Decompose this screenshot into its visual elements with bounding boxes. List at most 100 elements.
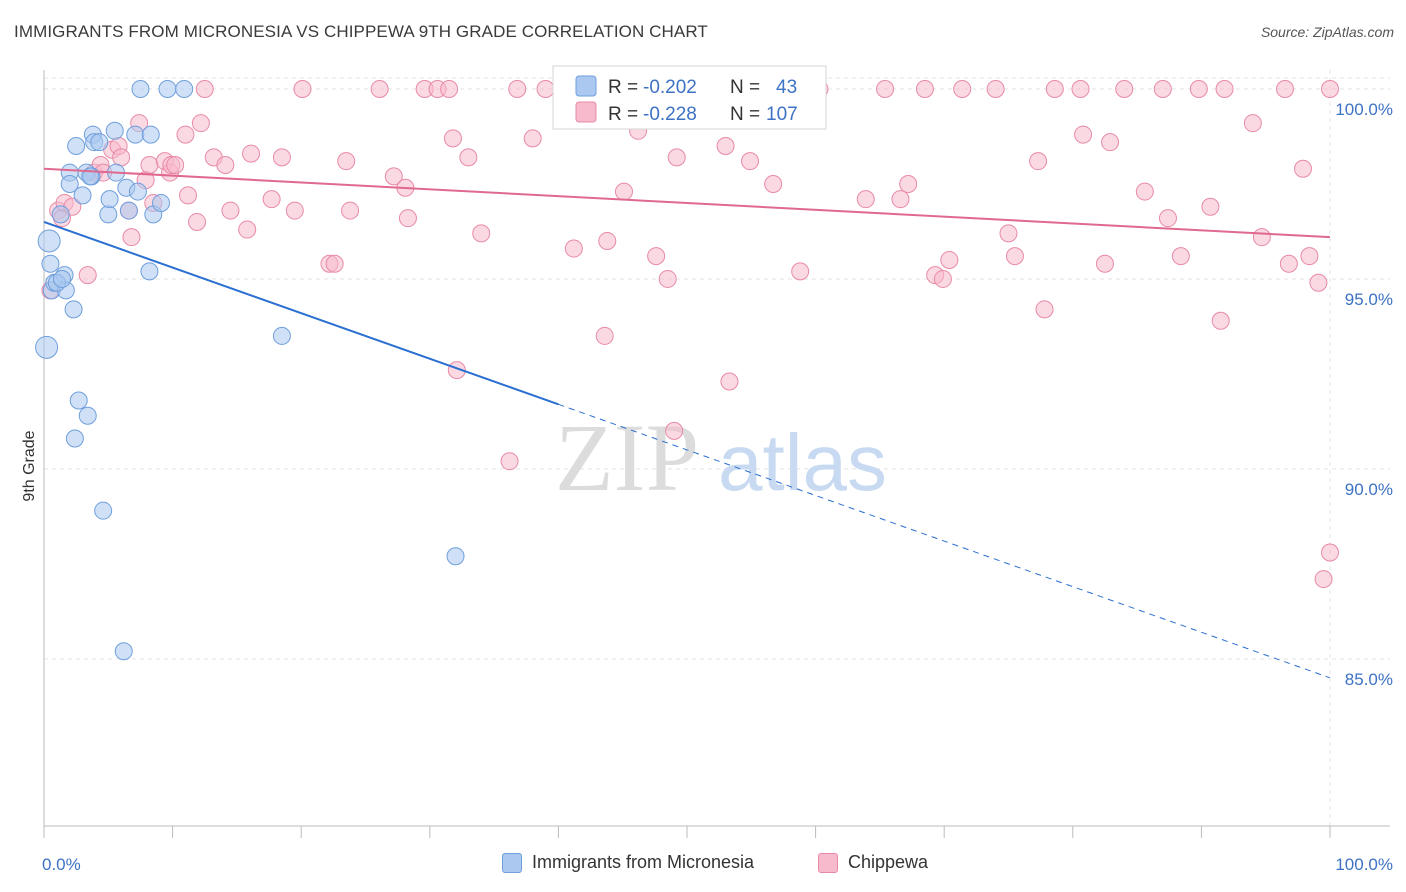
chippewa-point bbox=[1115, 79, 1134, 98]
chippewa-point bbox=[272, 148, 291, 167]
legend-label-micronesia: Immigrants from Micronesia bbox=[532, 852, 755, 872]
chippewa-point bbox=[1071, 79, 1090, 98]
chippewa-point bbox=[78, 266, 97, 285]
chippewa-point bbox=[112, 148, 131, 167]
y-tick-label-1: 90.0% bbox=[1345, 480, 1393, 499]
chippewa-point bbox=[1300, 247, 1319, 266]
legend-r-label-1: R = bbox=[608, 77, 638, 98]
chippewa-point bbox=[1074, 125, 1093, 144]
chart-title: IMMIGRANTS FROM MICRONESIA VS CHIPPEWA 9… bbox=[14, 22, 708, 41]
chippewa-point bbox=[293, 79, 312, 98]
micronesia-point bbox=[100, 190, 119, 209]
chippewa-point bbox=[891, 190, 910, 209]
chippewa-point bbox=[459, 148, 478, 167]
y-axis-label: 9th Grade bbox=[21, 430, 38, 501]
chippewa-point bbox=[1279, 254, 1298, 273]
chippewa-point bbox=[915, 79, 934, 98]
micronesia-point bbox=[78, 406, 97, 425]
micronesia-points bbox=[35, 79, 465, 661]
micronesia-point bbox=[67, 136, 86, 155]
y-tick-label-3: 100.0% bbox=[1335, 100, 1393, 119]
chippewa-point bbox=[720, 372, 739, 391]
watermark-atlas: atlas bbox=[718, 418, 887, 507]
chippewa-point bbox=[1158, 209, 1177, 228]
chippewa-point bbox=[1211, 311, 1230, 330]
micronesia-swatch bbox=[502, 852, 522, 873]
micronesia-point bbox=[105, 121, 124, 140]
x-tick-labels: 0.0% 100.0% bbox=[42, 855, 1393, 874]
chippewa-point bbox=[238, 220, 257, 239]
micronesia-point bbox=[131, 79, 150, 98]
chippewa-point bbox=[140, 155, 159, 174]
chippewa-point bbox=[1243, 114, 1262, 133]
chippewa-point bbox=[614, 182, 633, 201]
micronesia-point bbox=[141, 125, 160, 144]
chippewa-point bbox=[325, 254, 344, 273]
legend-n-value-1: 43 bbox=[776, 77, 797, 98]
micronesia-point bbox=[51, 205, 70, 224]
legend-r-value-2: -0.228 bbox=[643, 104, 697, 125]
chippewa-point bbox=[1314, 570, 1333, 589]
legend-item-chippewa: Chippewa bbox=[818, 852, 928, 873]
chippewa-point bbox=[665, 421, 684, 440]
chippewa-point bbox=[1215, 79, 1234, 98]
chippewa-point bbox=[1321, 543, 1339, 562]
chippewa-point bbox=[667, 148, 686, 167]
micronesia-point bbox=[119, 201, 138, 220]
micronesia-point bbox=[69, 391, 88, 410]
legend-n-value-2: 107 bbox=[766, 104, 798, 125]
chippewa-swatch bbox=[818, 852, 838, 873]
chippewa-point bbox=[216, 155, 235, 174]
chippewa-point bbox=[191, 114, 210, 133]
chippewa-point bbox=[1095, 254, 1114, 273]
micronesia-point bbox=[65, 429, 84, 448]
legend-r-label-2: R = bbox=[608, 104, 638, 125]
legend-box: R = -0.202 N = 43 R = -0.228 N = 107 bbox=[552, 65, 827, 130]
chippewa-point bbox=[1035, 300, 1054, 319]
chippewa-point bbox=[1171, 247, 1190, 266]
micronesia-point bbox=[158, 79, 177, 98]
chippewa-point bbox=[221, 201, 240, 220]
legend-label-chippewa: Chippewa bbox=[848, 852, 929, 872]
x-tick-label-0: 0.0% bbox=[42, 855, 81, 874]
micronesia-point bbox=[114, 642, 133, 661]
legend-pink-swatch bbox=[575, 101, 597, 123]
chippewa-point bbox=[536, 79, 555, 98]
chippewa-point bbox=[122, 228, 141, 247]
chippewa-point bbox=[1029, 152, 1048, 171]
legend-blue-swatch bbox=[575, 75, 597, 97]
chippewa-point bbox=[1321, 79, 1339, 98]
chippewa-trend-line bbox=[43, 167, 1331, 239]
micronesia-point bbox=[53, 269, 72, 288]
micronesia-point bbox=[175, 79, 194, 98]
chippewa-point bbox=[508, 79, 527, 98]
micronesia-point bbox=[94, 501, 113, 520]
legend-item-micronesia: Immigrants from Micronesia bbox=[502, 852, 754, 873]
chippewa-point bbox=[523, 129, 542, 148]
micronesia-point bbox=[60, 174, 79, 193]
chippewa-point bbox=[285, 201, 304, 220]
chippewa-point bbox=[791, 262, 810, 281]
chippewa-point bbox=[1309, 273, 1328, 292]
chippewa-point bbox=[472, 224, 491, 243]
chippewa-point bbox=[1045, 79, 1064, 98]
chippewa-point bbox=[647, 247, 666, 266]
watermark-zip: ZIP bbox=[555, 404, 699, 511]
micronesia-point bbox=[37, 229, 61, 253]
chippewa-point bbox=[999, 224, 1018, 243]
chippewa-point bbox=[658, 269, 677, 288]
chippewa-point bbox=[443, 129, 462, 148]
micronesia-point bbox=[41, 254, 60, 273]
chippewa-point bbox=[370, 79, 389, 98]
micronesia-point bbox=[35, 335, 59, 359]
bottom-legend: Immigrants from Micronesia Chippewa bbox=[0, 852, 1406, 878]
chippewa-point bbox=[1293, 159, 1312, 178]
y-tick-label-2: 95.0% bbox=[1345, 290, 1393, 309]
chippewa-point bbox=[1135, 182, 1154, 201]
chippewa-point bbox=[940, 250, 959, 269]
chippewa-point bbox=[440, 79, 459, 98]
chippewa-point bbox=[1101, 133, 1120, 152]
chippewa-point bbox=[564, 239, 583, 258]
chippewa-point bbox=[384, 167, 403, 186]
micronesia-point bbox=[64, 300, 83, 319]
